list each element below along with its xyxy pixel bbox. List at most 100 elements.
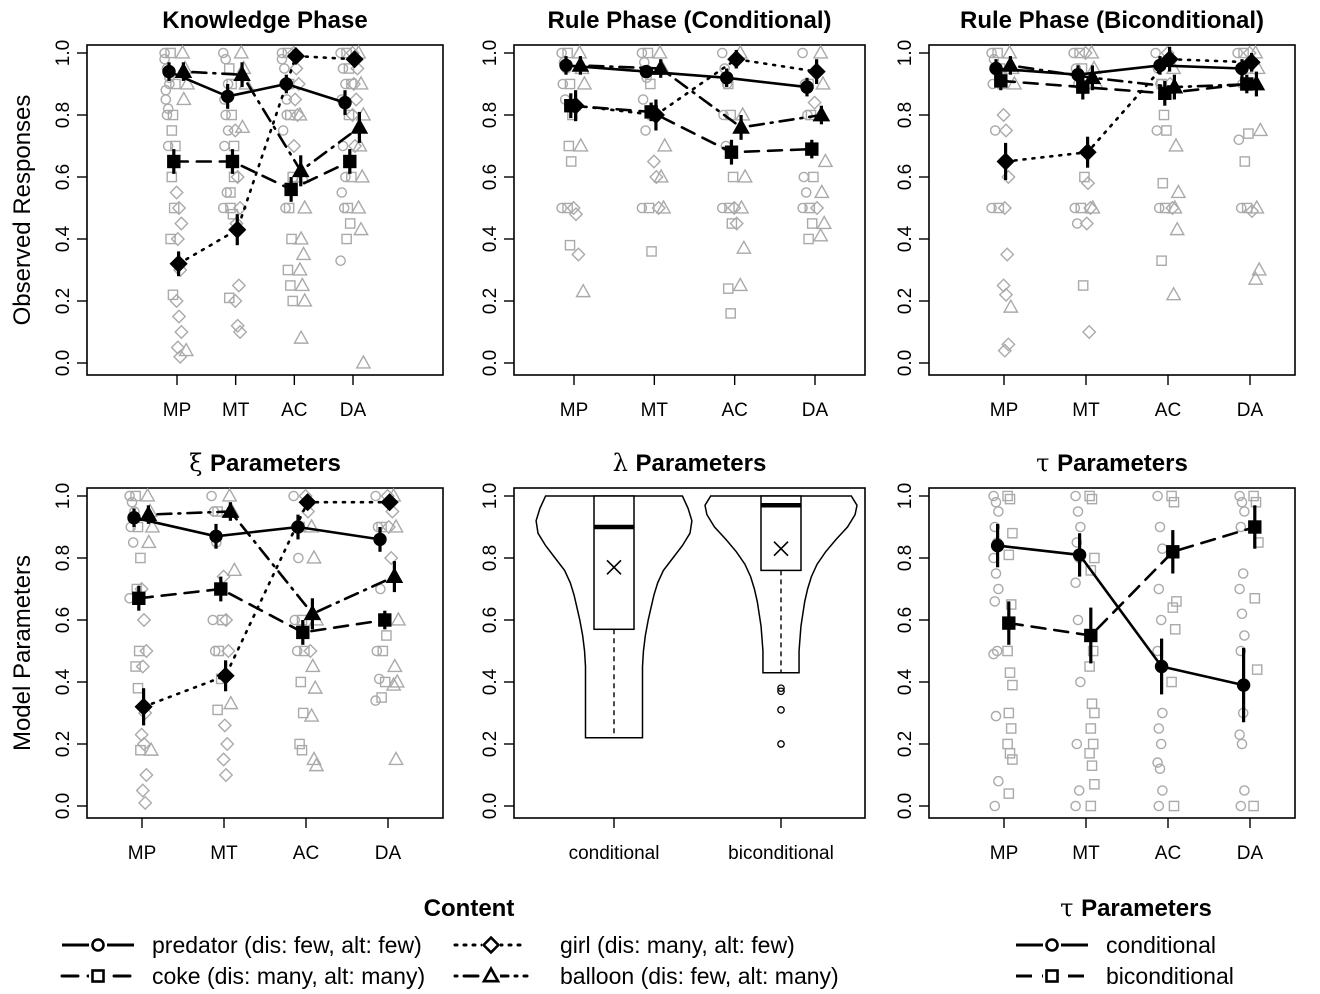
raw-point bbox=[655, 199, 672, 214]
raw-point bbox=[232, 324, 248, 340]
raw-point bbox=[1084, 199, 1101, 214]
raw-point bbox=[1236, 738, 1248, 750]
y-tick-label: 0.4 bbox=[895, 225, 916, 252]
raw-point bbox=[1156, 255, 1167, 267]
series-line bbox=[142, 500, 391, 709]
raw-point bbox=[1252, 122, 1269, 137]
raw-point bbox=[636, 202, 648, 214]
raw-point bbox=[718, 109, 729, 121]
raw-point bbox=[1089, 779, 1100, 790]
raw-point bbox=[575, 283, 592, 298]
raw-point bbox=[294, 738, 305, 750]
panel-rule-cond: 0.0 0.2 0.4 0.6 0.8 1.0 MP MT AC DA Rule Phase (Co… bbox=[480, 7, 866, 421]
x-tick-label: AC bbox=[721, 400, 747, 421]
raw-point bbox=[1169, 624, 1181, 635]
panel-xi: 0.0 0.2 0.4 0.6 0.8 1.0 MP MT AC DA ξ Parameters Mo… bbox=[9, 449, 444, 864]
x-tick-label: biconditional bbox=[728, 843, 834, 864]
raw-point bbox=[1089, 552, 1100, 564]
raw-point bbox=[385, 676, 402, 691]
raw-point bbox=[228, 293, 243, 309]
raw-point bbox=[1249, 593, 1261, 604]
raw-point bbox=[347, 138, 363, 154]
data-point bbox=[380, 493, 399, 512]
series-line bbox=[1004, 57, 1253, 163]
raw-point bbox=[1002, 645, 1013, 657]
raw-point bbox=[1165, 200, 1180, 216]
series-line bbox=[995, 64, 1243, 77]
y-tick-label: 0.2 bbox=[480, 288, 501, 314]
raw-point bbox=[166, 171, 178, 183]
raw-point bbox=[1248, 490, 1259, 502]
outlier-point bbox=[777, 687, 785, 696]
raw-point bbox=[217, 614, 228, 626]
raw-point bbox=[636, 47, 648, 59]
y-tick-label: 0.0 bbox=[480, 793, 501, 819]
raw-point bbox=[307, 679, 324, 694]
x-axis: MP MT AC DA bbox=[990, 818, 1264, 864]
raw-point bbox=[988, 490, 999, 502]
x-tick-label: DA bbox=[1237, 843, 1264, 864]
plot-frame bbox=[513, 487, 866, 819]
legend-item: conditional bbox=[1016, 932, 1216, 958]
y-axis: 0.0 0.2 0.4 0.6 0.8 1.0 bbox=[480, 40, 514, 376]
raw-point bbox=[1239, 156, 1251, 167]
plot-frame bbox=[928, 487, 1296, 819]
raw-point bbox=[1085, 565, 1097, 576]
raw-point bbox=[1075, 521, 1086, 533]
data-point bbox=[373, 532, 387, 547]
raw-point bbox=[736, 239, 752, 254]
data-point bbox=[994, 74, 1008, 88]
raw-point bbox=[992, 47, 1003, 59]
data-point bbox=[727, 50, 746, 69]
raw-point bbox=[225, 187, 236, 198]
raw-point bbox=[1001, 337, 1016, 352]
raw-point bbox=[221, 643, 236, 659]
legend-label: biconditional bbox=[1106, 963, 1234, 989]
y-tick-label: 0.0 bbox=[53, 350, 74, 376]
raw-point bbox=[379, 676, 391, 688]
raw-point bbox=[179, 75, 196, 90]
raw-point bbox=[1168, 496, 1180, 508]
data-point bbox=[233, 65, 251, 82]
raw-point bbox=[167, 289, 179, 301]
raw-point bbox=[139, 767, 154, 783]
raw-point bbox=[293, 552, 304, 564]
raw-point bbox=[296, 292, 313, 307]
raw-point bbox=[732, 277, 749, 292]
raw-point bbox=[1248, 199, 1265, 214]
title-text: Knowledge Phase bbox=[162, 7, 367, 34]
raw-point bbox=[1086, 760, 1098, 771]
raw-point bbox=[375, 583, 386, 595]
raw-point bbox=[304, 658, 321, 673]
raw-point bbox=[716, 47, 728, 59]
raw-point bbox=[135, 659, 150, 674]
data-point bbox=[1160, 50, 1179, 69]
legend-label: balloon (dis: few, alt: many) bbox=[560, 963, 839, 989]
y-tick-label: 0.2 bbox=[895, 731, 916, 757]
raw-point bbox=[168, 202, 180, 214]
raw-point bbox=[1150, 47, 1161, 59]
data-point bbox=[1083, 68, 1102, 85]
data-point bbox=[345, 50, 364, 69]
data-point bbox=[167, 154, 181, 169]
x-tick-label: AC bbox=[1155, 843, 1181, 864]
data-point bbox=[805, 142, 819, 156]
outlier-point bbox=[777, 684, 785, 693]
raw-point bbox=[223, 63, 235, 74]
series-predator bbox=[559, 56, 814, 97]
raw-point bbox=[813, 184, 830, 199]
raw-point bbox=[219, 140, 230, 152]
series-predator bbox=[162, 62, 352, 115]
raw-point bbox=[990, 496, 1002, 508]
raw-point bbox=[997, 200, 1012, 216]
raw-point bbox=[144, 518, 161, 533]
panel-lambda: 0.0 0.2 0.4 0.6 0.8 1.0 conditional bicondition… bbox=[480, 449, 866, 864]
raw-point bbox=[289, 614, 301, 626]
raw-point bbox=[165, 233, 176, 245]
raw-point bbox=[133, 645, 145, 657]
y-tick-label: 0.4 bbox=[53, 668, 74, 695]
raw-point bbox=[1086, 493, 1098, 505]
data-point bbox=[559, 58, 573, 73]
panel-title: τ Parameters bbox=[1036, 449, 1188, 477]
raw-point bbox=[729, 216, 744, 231]
